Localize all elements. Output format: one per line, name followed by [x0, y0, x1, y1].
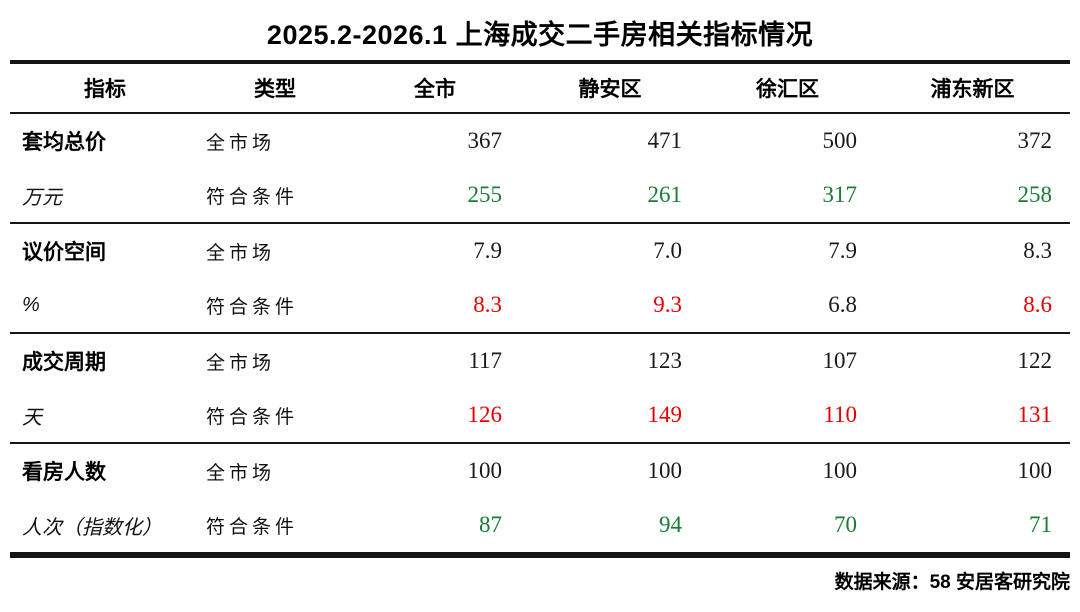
- value-citywide: 117: [468, 348, 502, 373]
- indicator-unit-label: %: [22, 293, 40, 316]
- value-xuhui: 110: [823, 402, 857, 427]
- value-pudong: 8.6: [1023, 292, 1052, 317]
- indicator-label: 套均总价: [22, 131, 106, 154]
- value-xuhui: 107: [822, 348, 858, 373]
- value-citywide: 255: [467, 182, 503, 207]
- type-label: 符合条件: [206, 296, 299, 318]
- indicator-label: 议价空间: [22, 241, 106, 264]
- table-row: 天 符合条件 126 149 110 131: [10, 388, 1070, 442]
- type-label: 符合条件: [206, 516, 299, 538]
- table-row: 成交周期 全市场 117 123 107 122: [10, 334, 1070, 388]
- type-label: 符合条件: [206, 186, 299, 208]
- type-label: 符合条件: [206, 406, 299, 428]
- value-xuhui: 7.9: [828, 238, 857, 263]
- value-citywide: 7.9: [473, 238, 502, 263]
- header-rule: [10, 112, 1070, 114]
- column-header-xuhui: 徐汇区: [756, 78, 819, 101]
- column-header-indicator: 指标: [84, 78, 126, 101]
- value-pudong: 100: [1017, 458, 1053, 483]
- indicator-table: 指标 类型 全市 静安区 徐汇区 浦东新区 套均总价 全市场 367 471 5…: [10, 60, 1070, 558]
- value-citywide: 87: [479, 512, 502, 537]
- table-row: 议价空间 全市场 7.9 7.0 7.9 8.3: [10, 224, 1070, 278]
- indicator-group-deal-cycle: 成交周期 全市场 117 123 107 122 天 符合条件 126 149 …: [10, 334, 1070, 444]
- table-row: 看房人数 全市场 100 100 100 100: [10, 444, 1070, 498]
- table-row: 套均总价 全市场 367 471 500 372: [10, 114, 1070, 168]
- value-jingan: 149: [647, 402, 683, 427]
- value-jingan: 123: [647, 348, 683, 373]
- value-citywide: 367: [467, 128, 503, 153]
- type-label: 全市场: [206, 132, 276, 154]
- indicator-label: 看房人数: [22, 461, 106, 484]
- value-pudong: 8.3: [1023, 238, 1052, 263]
- value-pudong: 372: [1017, 128, 1053, 153]
- indicator-group-viewer-count: 看房人数 全市场 100 100 100 100 人次（指数化） 符合条件 87…: [10, 444, 1070, 554]
- value-xuhui: 500: [822, 128, 858, 153]
- value-citywide: 8.3: [473, 292, 502, 317]
- table-header-row: 指标 类型 全市 静安区 徐汇区 浦东新区: [10, 64, 1070, 112]
- indicator-unit-label: 人次（指数化）: [22, 516, 162, 539]
- value-jingan: 7.0: [653, 238, 682, 263]
- value-pudong: 258: [1017, 182, 1053, 207]
- value-xuhui: 70: [834, 512, 857, 537]
- value-jingan: 471: [647, 128, 683, 153]
- type-label: 全市场: [206, 462, 276, 484]
- value-jingan: 9.3: [653, 292, 682, 317]
- indicator-unit-label: 天: [22, 406, 42, 429]
- column-header-citywide: 全市: [414, 78, 456, 101]
- value-xuhui: 100: [822, 458, 858, 483]
- table-row: 人次（指数化） 符合条件 87 94 70 71: [10, 498, 1070, 552]
- value-xuhui: 317: [822, 182, 858, 207]
- value-pudong: 71: [1029, 512, 1052, 537]
- value-jingan: 94: [659, 512, 682, 537]
- bottom-double-rule: [10, 554, 1070, 558]
- value-citywide: 126: [467, 402, 503, 427]
- value-xuhui: 6.8: [828, 292, 857, 317]
- table-row: % 符合条件 8.3 9.3 6.8 8.6: [10, 278, 1070, 332]
- type-label: 全市场: [206, 242, 276, 264]
- indicator-group-bargain-space: 议价空间 全市场 7.9 7.0 7.9 8.3 % 符合条件 8.3 9.3 …: [10, 224, 1070, 334]
- value-pudong: 122: [1017, 348, 1053, 373]
- indicator-label: 成交周期: [22, 351, 106, 374]
- top-double-rule: [10, 60, 1070, 64]
- type-label: 全市场: [206, 352, 276, 374]
- column-header-type: 类型: [254, 78, 296, 101]
- column-header-pudong: 浦东新区: [930, 78, 1015, 101]
- value-citywide: 100: [467, 458, 503, 483]
- indicator-unit-label: 万元: [22, 186, 62, 209]
- column-header-jingan: 静安区: [578, 78, 642, 101]
- indicator-group-avg-price: 套均总价 全市场 367 471 500 372 万元 符合条件 255 261…: [10, 114, 1070, 224]
- data-source-note: 数据来源：58 安居客研究院: [834, 572, 1070, 593]
- page-title: 2025.2-2026.1 上海成交二手房相关指标情况: [266, 20, 814, 50]
- table-row: 万元 符合条件 255 261 317 258: [10, 168, 1070, 222]
- value-jingan: 100: [647, 458, 683, 483]
- value-jingan: 261: [647, 182, 683, 207]
- value-pudong: 131: [1017, 402, 1053, 427]
